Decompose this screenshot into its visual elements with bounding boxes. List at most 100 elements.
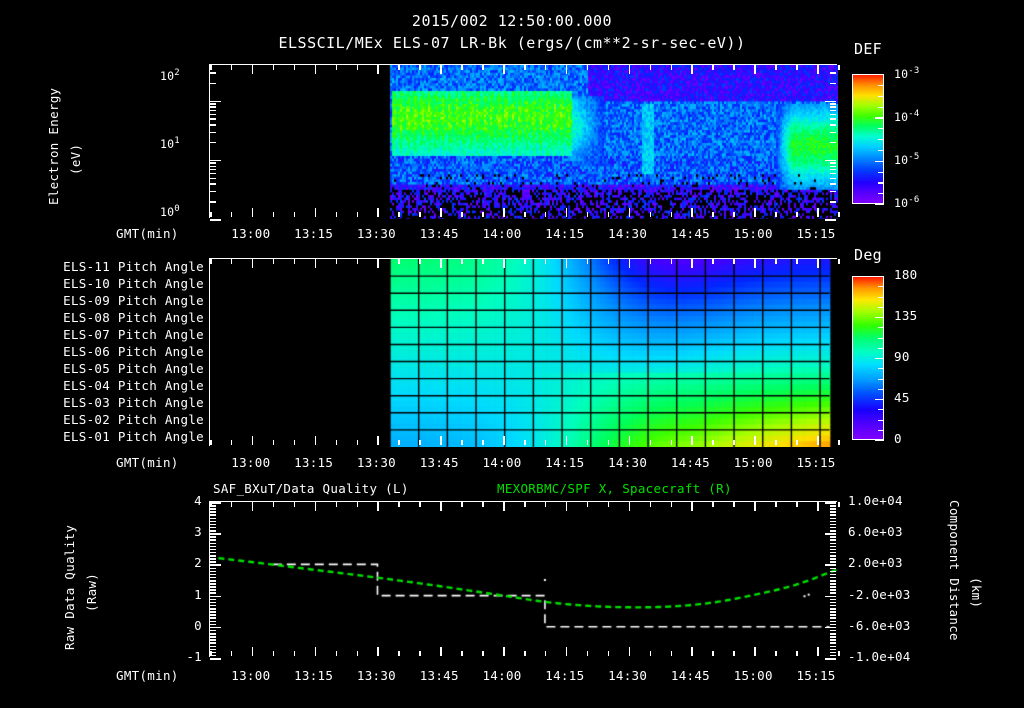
top-ytick-100: 102 <box>160 68 180 83</box>
colorbar-tick <box>875 204 884 206</box>
colorbar-tick <box>875 358 884 360</box>
y-tick <box>830 131 836 133</box>
x-tick <box>377 502 379 511</box>
x-tick <box>419 651 421 656</box>
colorbar-tick-group <box>852 74 884 206</box>
y-tick <box>830 72 836 74</box>
x-tick-label: 13:45 <box>419 455 459 470</box>
colorbar-tick <box>875 399 884 401</box>
colorbar-tick <box>878 368 884 370</box>
x-tick <box>440 647 442 656</box>
y-tick <box>830 141 836 144</box>
y-tick <box>210 113 216 116</box>
y-tick <box>210 551 216 554</box>
y-tick <box>210 639 216 641</box>
colorbar-tick <box>878 149 884 152</box>
x-tick <box>503 208 505 217</box>
x-tick-label: 14:00 <box>482 668 522 683</box>
x-tick <box>586 212 589 217</box>
y-tick <box>210 576 216 579</box>
x-tick <box>649 259 652 264</box>
x-tick <box>251 65 254 74</box>
y-tick <box>830 523 836 526</box>
y-tick <box>210 651 216 654</box>
y-tick <box>830 611 836 613</box>
x-tick <box>565 65 568 74</box>
colorbar-deg-tick-label: 180 <box>894 267 918 282</box>
top-ytick-1: 100 <box>160 204 180 219</box>
x-tick <box>293 259 296 264</box>
x-tick <box>565 208 568 217</box>
x-tick <box>796 65 798 70</box>
y-tick <box>830 124 836 126</box>
x-tick <box>775 259 777 264</box>
y-tick <box>210 109 216 112</box>
y-tick <box>210 172 216 175</box>
bottom-legend-left: SAF_BXuT/Data Quality (L) <box>213 481 409 496</box>
x-tick <box>670 65 673 70</box>
x-tick <box>419 502 421 507</box>
y-tick <box>210 82 216 85</box>
x-tick-label: 14:45 <box>670 455 711 470</box>
x-tick <box>293 212 296 217</box>
y-tick <box>210 548 216 551</box>
x-tick <box>461 259 463 264</box>
x-tick <box>461 65 463 70</box>
y-tick <box>210 542 216 545</box>
x-tick <box>628 259 631 268</box>
x-tick <box>335 212 338 217</box>
y-tick <box>210 505 216 507</box>
colorbar-tick <box>878 296 884 298</box>
y-tick <box>830 639 836 641</box>
x-tick <box>377 259 379 268</box>
colorbar-tick <box>878 193 884 195</box>
x-tick-label: 15:00 <box>733 226 773 241</box>
x-tick <box>503 259 505 268</box>
colorbar-tick <box>878 106 884 108</box>
y-tick <box>830 573 836 576</box>
y-tick <box>210 642 216 644</box>
x-tick <box>230 651 233 656</box>
x-tick-label: 13:30 <box>356 226 397 241</box>
y-tick-label-right: 6.0e+03 <box>848 524 903 540</box>
x-tick <box>649 502 652 507</box>
x-tick <box>419 65 421 70</box>
colorbar-tick <box>878 429 884 431</box>
y-tick <box>830 654 836 657</box>
x-tick <box>691 65 693 74</box>
x-tick-label: 14:15 <box>545 668 585 683</box>
x-tick <box>210 65 212 70</box>
y-tick <box>830 561 836 563</box>
x-tick <box>251 502 254 511</box>
y-tick <box>830 642 836 644</box>
y-tick <box>825 502 836 504</box>
y-tick <box>210 530 216 532</box>
x-tick <box>712 440 714 445</box>
y-tick <box>210 183 216 185</box>
x-tick-label: 15:15 <box>796 226 836 241</box>
x-tick <box>524 440 526 445</box>
x-tick <box>754 647 756 656</box>
x-tick <box>482 212 484 217</box>
x-tick <box>586 651 589 656</box>
x-tick <box>419 212 421 217</box>
colorbar-tick <box>878 306 884 308</box>
x-tick <box>272 440 275 445</box>
x-tick <box>482 259 484 264</box>
y-tick <box>210 636 216 638</box>
x-tick <box>314 208 317 217</box>
y-tick <box>210 561 216 563</box>
y-tick <box>210 520 216 523</box>
colorbar-tick <box>878 419 884 421</box>
x-tick <box>419 259 421 264</box>
x-tick <box>691 502 693 511</box>
x-tick <box>754 502 756 511</box>
x-tick <box>691 436 693 445</box>
y-tick <box>210 72 216 74</box>
x-tick <box>565 647 568 656</box>
x-tick-label: 13:15 <box>294 226 334 241</box>
y-tick <box>830 586 836 588</box>
pitch-angle-row-label: ELS-02 Pitch Angle <box>63 412 204 428</box>
x-tick <box>398 259 400 264</box>
colorbar-tick <box>878 378 884 380</box>
